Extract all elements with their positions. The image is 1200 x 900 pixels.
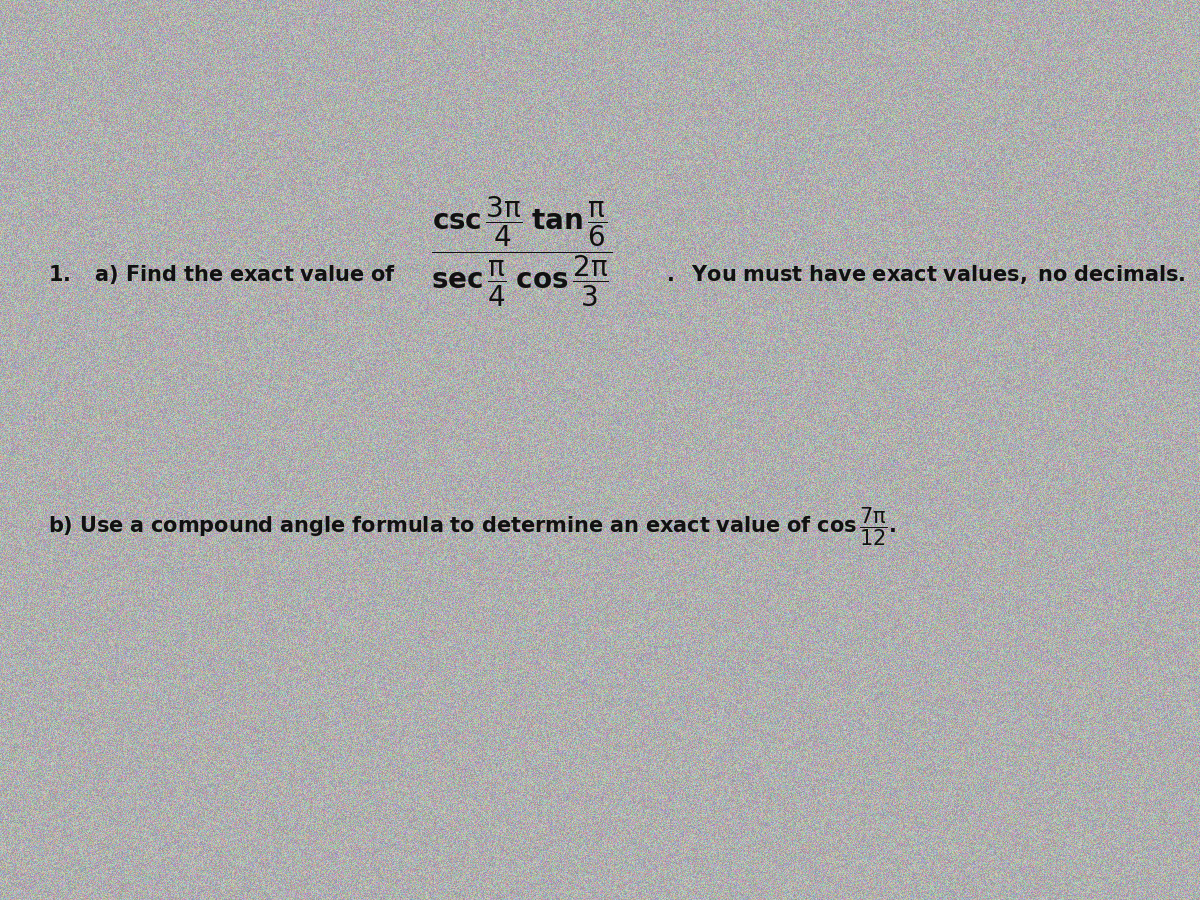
- Text: $\mathbf{b)\ Use\ a\ compound\ angle\ formula\ to\ determine\ an\ exact\ value\ : $\mathbf{b)\ Use\ a\ compound\ angle\ fo…: [48, 505, 896, 548]
- Text: $\dfrac{\mathbf{csc}\,\dfrac{3\pi}{4}\;\mathbf{tan}\,\dfrac{\pi}{6}}{\mathbf{sec: $\dfrac{\mathbf{csc}\,\dfrac{3\pi}{4}\;\…: [431, 195, 613, 309]
- Text: $\mathbf{1.\ \ \ a)\ Find\ the\ exact\ value\ of}$: $\mathbf{1.\ \ \ a)\ Find\ the\ exact\ v…: [48, 263, 396, 286]
- Text: $\mathbf{.\ \ You\ must\ have\ exact\ values,\ no\ decimals.}$: $\mathbf{.\ \ You\ must\ have\ exact\ va…: [666, 263, 1186, 286]
